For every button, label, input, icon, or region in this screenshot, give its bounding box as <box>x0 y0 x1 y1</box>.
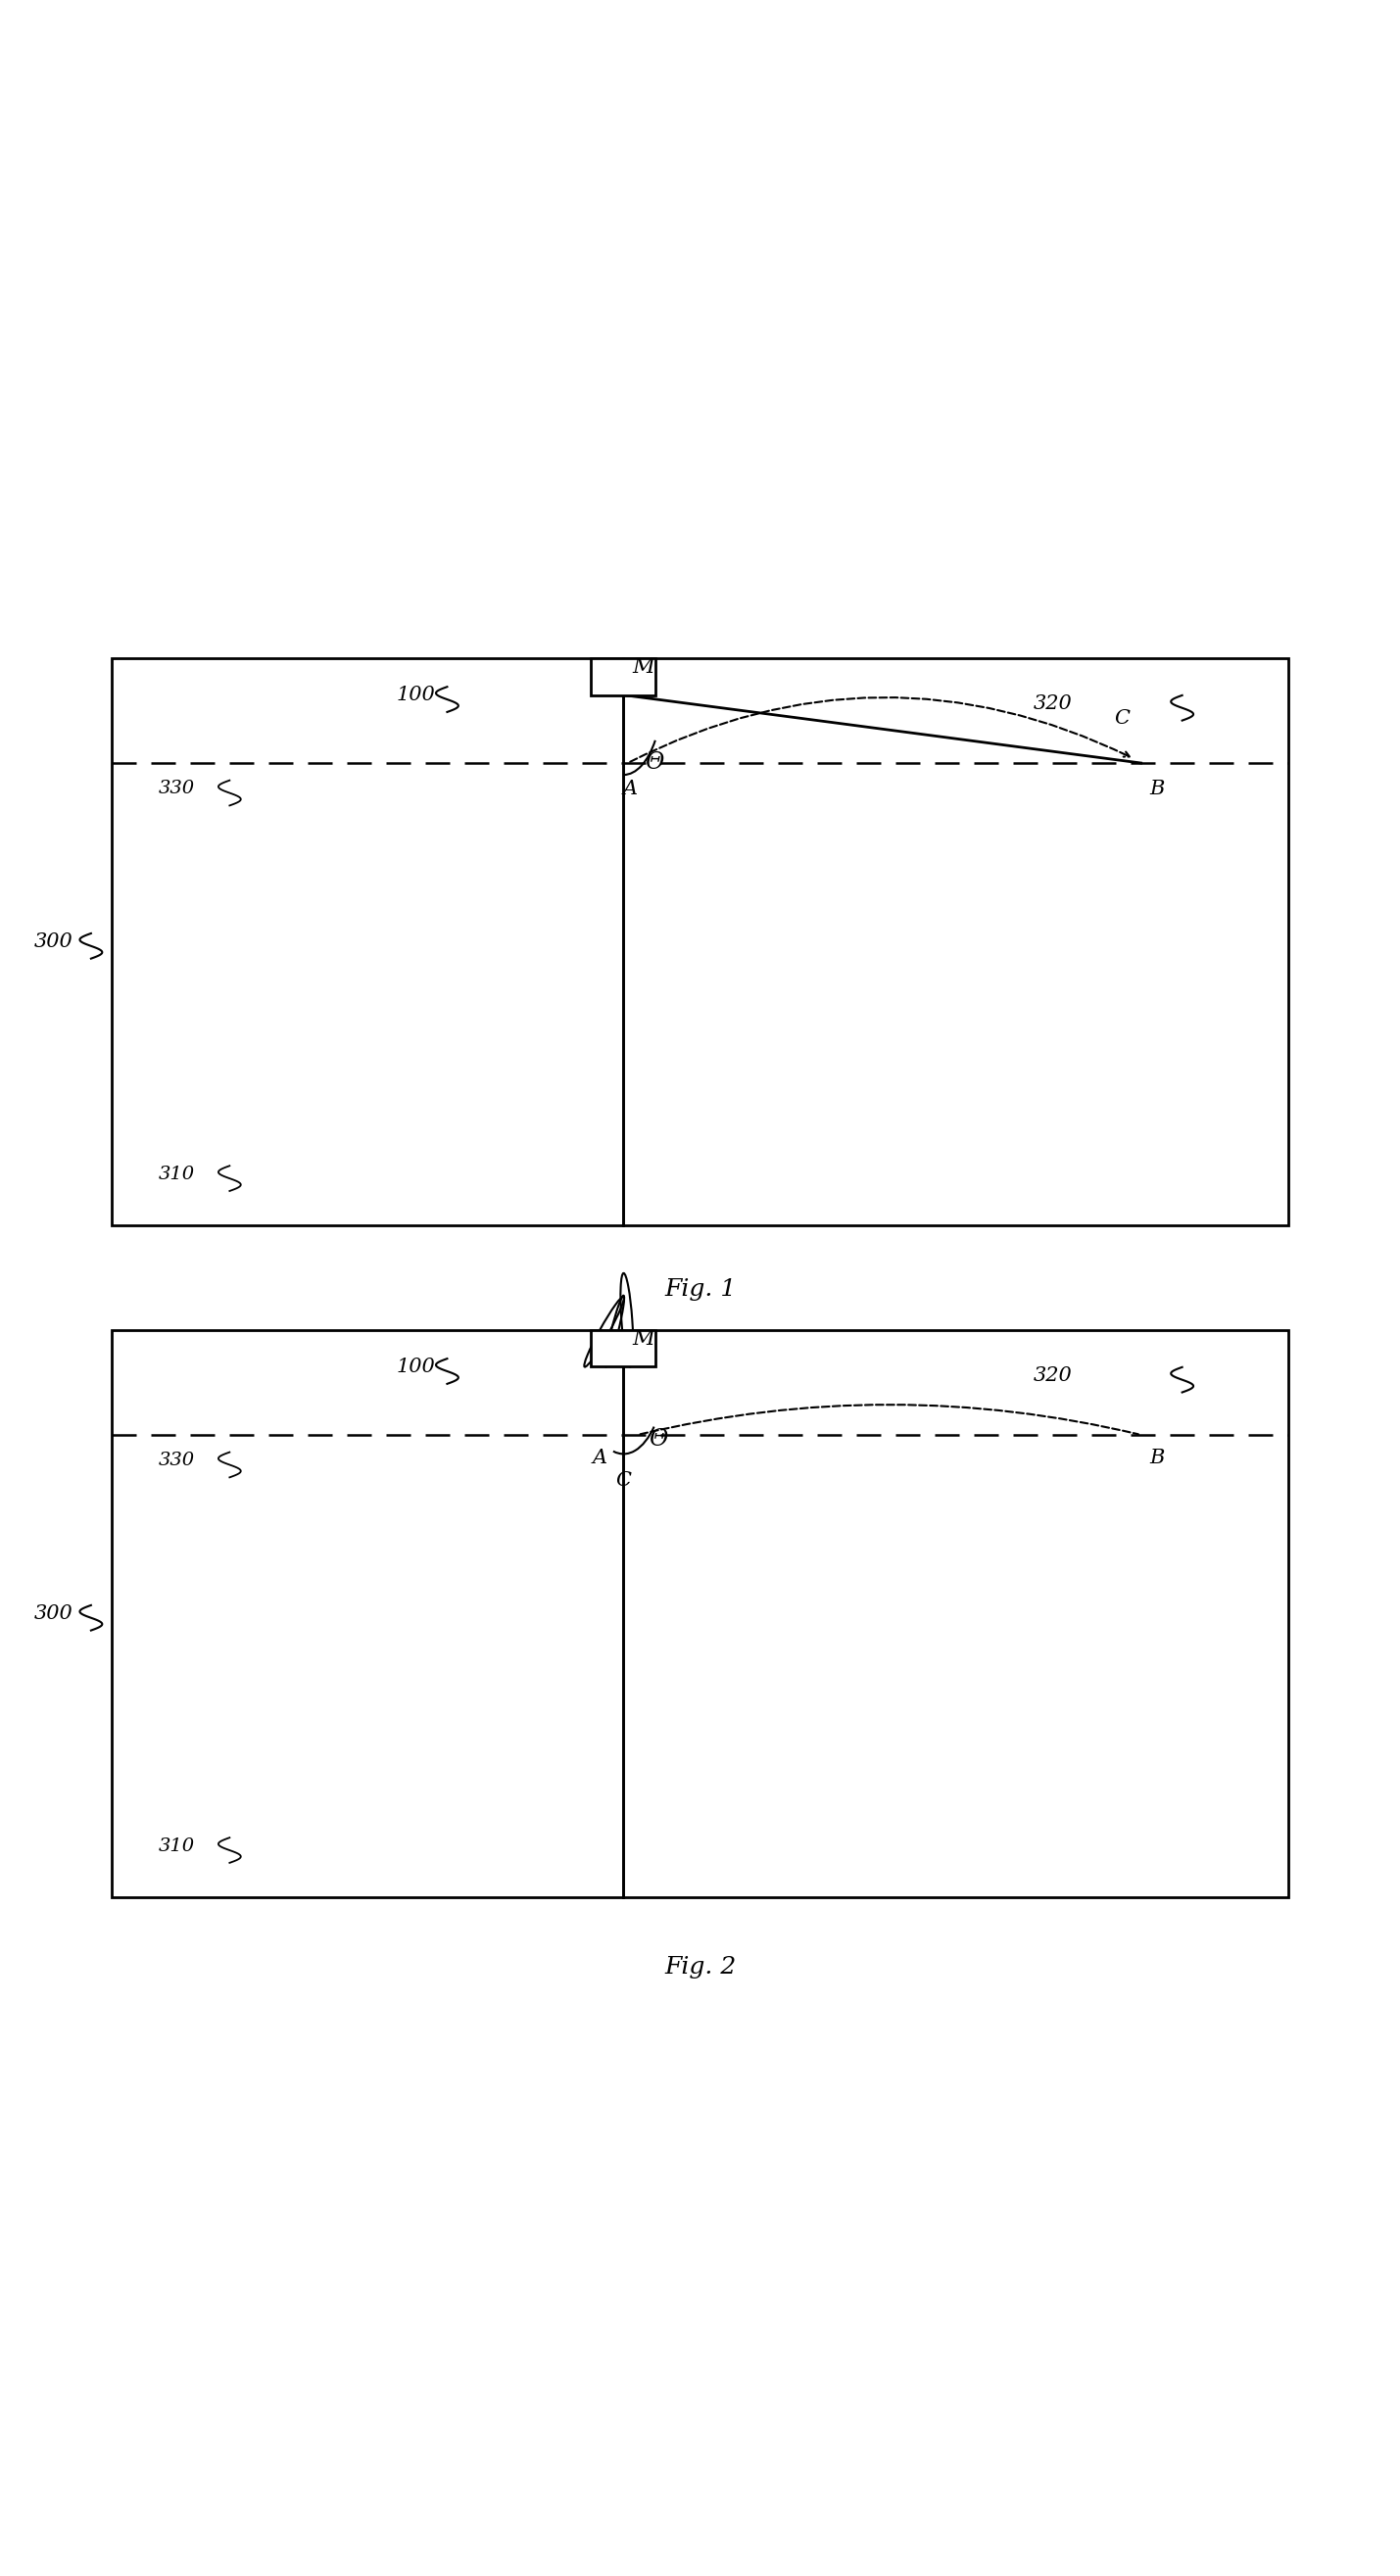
Text: B: B <box>1149 781 1165 799</box>
Text: 300: 300 <box>34 933 73 951</box>
Text: 320: 320 <box>1033 693 1072 714</box>
Text: Fig. 1: Fig. 1 <box>664 1278 736 1301</box>
Text: Θ: Θ <box>645 752 664 773</box>
Text: M: M <box>631 657 654 677</box>
Text: Θ: Θ <box>650 1427 668 1450</box>
Text: 320: 320 <box>1033 1365 1072 1386</box>
Text: 310: 310 <box>158 1164 195 1182</box>
Text: 330: 330 <box>158 781 195 799</box>
Text: A: A <box>592 1448 606 1468</box>
Text: C: C <box>615 1471 631 1489</box>
Text: B: B <box>1149 1448 1165 1468</box>
Bar <box>112 1329 1288 1896</box>
Text: 100: 100 <box>396 685 435 703</box>
Text: 100: 100 <box>396 1358 435 1376</box>
Text: Fig. 2: Fig. 2 <box>664 1955 736 1978</box>
Text: M: M <box>631 1329 654 1350</box>
Text: C: C <box>1114 708 1130 729</box>
Text: 330: 330 <box>158 1450 195 1468</box>
Bar <box>112 657 1288 1226</box>
Text: 310: 310 <box>158 1837 195 1855</box>
Text: A: A <box>623 781 638 799</box>
Bar <box>591 657 655 696</box>
Text: 300: 300 <box>34 1605 73 1623</box>
Bar <box>591 1329 655 1368</box>
